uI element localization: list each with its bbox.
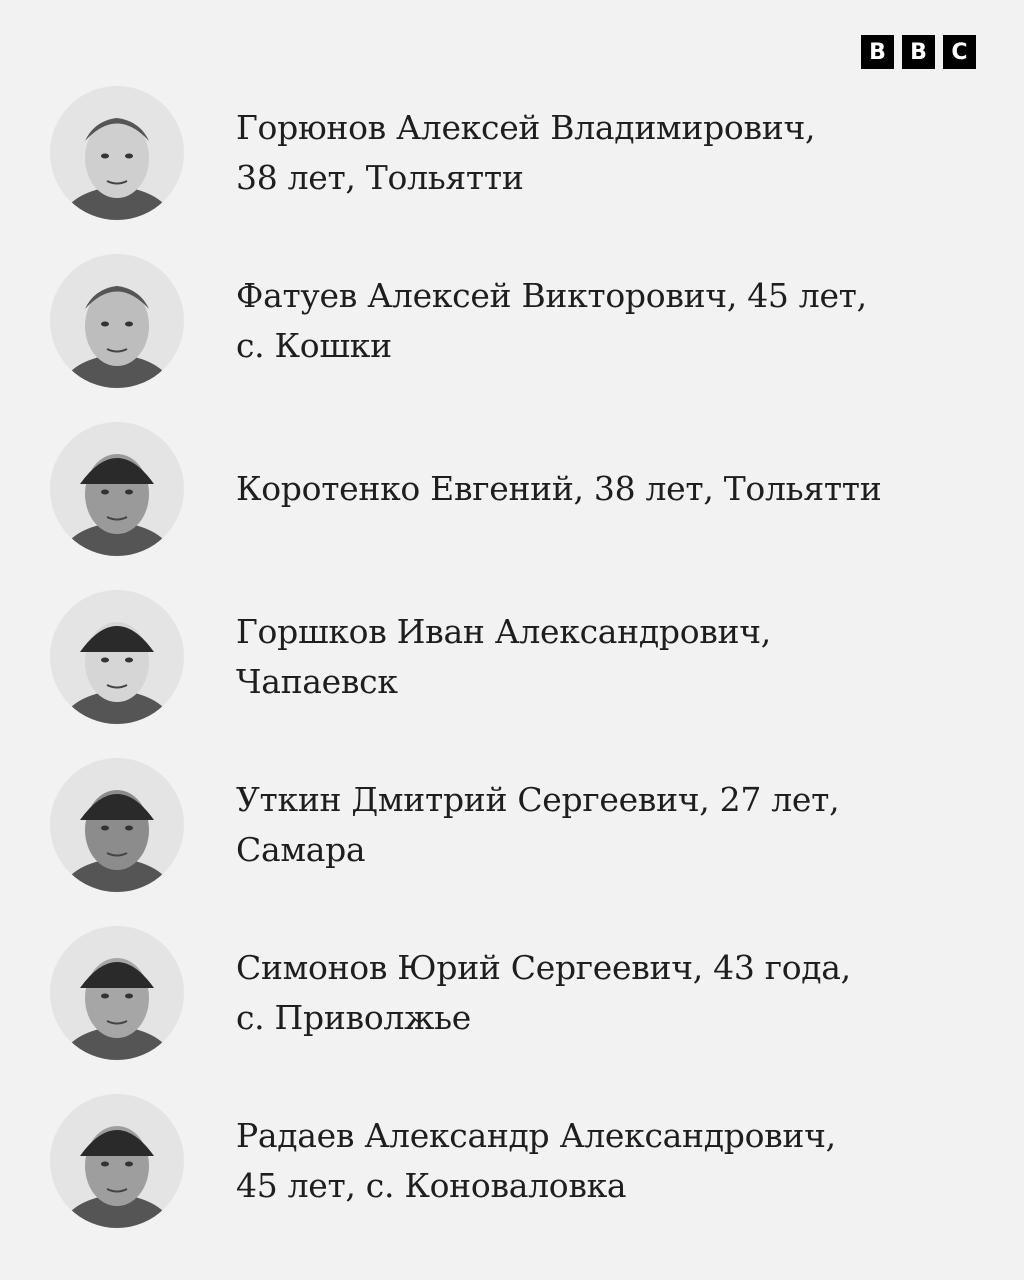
person-caption: Радаев Александр Александрович, 45 лет, … xyxy=(236,1111,956,1211)
person-details-line: с. Приволжье xyxy=(236,998,472,1037)
logo-letter: B xyxy=(861,35,894,69)
person-photo xyxy=(50,926,184,1060)
person-caption: Горюнов Алексей Владимирович, 38 лет, То… xyxy=(236,103,956,203)
person-name-line: Радаев Александр Александрович, xyxy=(236,1116,836,1155)
person-photo xyxy=(50,86,184,220)
person-photo xyxy=(50,590,184,724)
person-name-line: Горюнов Алексей Владимирович, xyxy=(236,108,816,147)
person-details-line: 45 лет, с. Коноваловка xyxy=(236,1166,627,1205)
person-item: Уткин Дмитрий Сергеевич, 27 лет, Самара xyxy=(50,758,990,892)
person-name-line: Коротенко Евгений, 38 лет, Тольятти xyxy=(236,469,882,508)
person-details-line: 38 лет, Тольятти xyxy=(236,158,524,197)
person-name-line: Фатуев Алексей Викторович, 45 лет, xyxy=(236,276,867,315)
person-item: Горюнов Алексей Владимирович, 38 лет, То… xyxy=(50,86,990,220)
person-name-line: Уткин Дмитрий Сергеевич, 27 лет, xyxy=(236,780,840,819)
person-caption: Горшков Иван Александрович, Чапаевск xyxy=(236,607,956,707)
person-photo xyxy=(50,758,184,892)
person-details-line: Чапаевск xyxy=(236,662,398,701)
person-name-line: Горшков Иван Александрович, xyxy=(236,612,771,651)
bbc-logo: B B C xyxy=(861,35,976,69)
person-item: Горшков Иван Александрович, Чапаевск xyxy=(50,590,990,724)
person-photo xyxy=(50,254,184,388)
person-photo xyxy=(50,1094,184,1228)
person-photo xyxy=(50,422,184,556)
logo-letter: C xyxy=(943,35,976,69)
person-item: Коротенко Евгений, 38 лет, Тольятти xyxy=(50,422,990,556)
person-caption: Коротенко Евгений, 38 лет, Тольятти xyxy=(236,464,956,514)
person-caption: Симонов Юрий Сергеевич, 43 года, с. Прив… xyxy=(236,943,956,1043)
person-item: Радаев Александр Александрович, 45 лет, … xyxy=(50,1094,990,1228)
person-details-line: Самара xyxy=(236,830,366,869)
person-caption: Фатуев Алексей Викторович, 45 лет, с. Ко… xyxy=(236,271,956,371)
person-caption: Уткин Дмитрий Сергеевич, 27 лет, Самара xyxy=(236,775,956,875)
person-details-line: с. Кошки xyxy=(236,326,392,365)
person-name-line: Симонов Юрий Сергеевич, 43 года, xyxy=(236,948,851,987)
logo-letter: B xyxy=(902,35,935,69)
person-item: Фатуев Алексей Викторович, 45 лет, с. Ко… xyxy=(50,254,990,388)
person-item: Симонов Юрий Сергеевич, 43 года, с. Прив… xyxy=(50,926,990,1060)
